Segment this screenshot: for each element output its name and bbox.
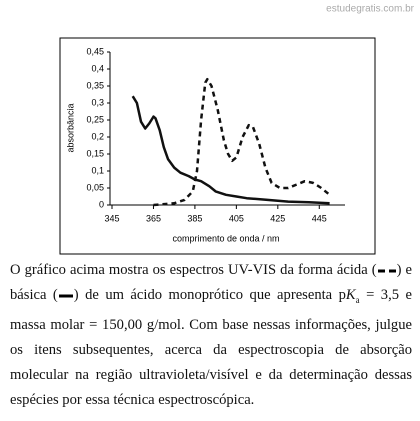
y-tick-label: 0,35: [86, 80, 104, 90]
dashed-symbol: [377, 269, 396, 273]
x-tick-label: 405: [229, 213, 244, 223]
x-tick-label: 425: [270, 213, 285, 223]
watermark: estudegratis.com.br: [326, 4, 414, 15]
chart-frame: [59, 37, 376, 255]
y-tick-label: 0,3: [91, 97, 104, 107]
line-series: [131, 95, 330, 205]
x-axis-label: comprimento de onda / nm: [172, 233, 279, 243]
y-tick-label: 0,1: [91, 165, 104, 175]
chart: estudegratis.com.br comprimento de onda …: [59, 4, 415, 255]
y-tick-label: 0,2: [91, 131, 104, 141]
text: K: [345, 287, 356, 303]
solid-symbol: [58, 294, 73, 298]
line-series: [153, 77, 331, 207]
text: O gráfico acima mostra os espectros UV-V…: [10, 262, 377, 278]
y-tick-label: 0,15: [86, 148, 104, 158]
x-tick-label: 345: [104, 213, 119, 223]
y-tick-label: 0,25: [86, 114, 104, 124]
x-tick-label: 445: [312, 213, 327, 223]
text: = 3,5 e massa molar = 150,00 g/mol. Com …: [10, 287, 412, 408]
y-tick-label: 0,45: [86, 46, 104, 56]
x-tick-label: 385: [187, 213, 202, 223]
text: a: [355, 294, 360, 305]
y-tick-label: 0: [99, 199, 104, 209]
text: ) e básica (: [10, 262, 412, 303]
y-tick-label: 0,4: [91, 63, 104, 73]
text: ) de um ácido monoprótico que apresenta …: [73, 287, 346, 303]
y-axis-label: absorbância: [65, 103, 75, 152]
y-tick-label: 0,05: [86, 182, 104, 192]
paragraph: O gráfico acima mostra os espectros UV-V…: [10, 258, 412, 413]
x-tick-label: 365: [146, 213, 161, 223]
